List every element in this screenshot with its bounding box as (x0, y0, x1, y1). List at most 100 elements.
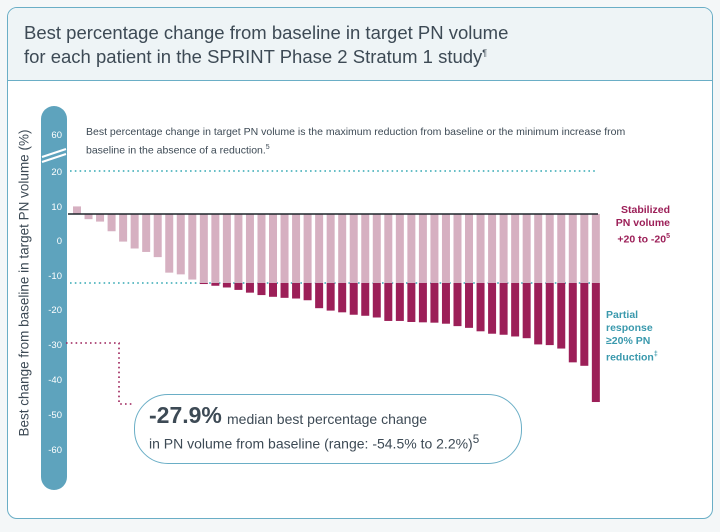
y-tick-label: -20 (48, 305, 62, 316)
bar (188, 214, 197, 280)
bar (245, 214, 254, 283)
bar (499, 214, 508, 283)
bar-partial-segment (292, 283, 301, 299)
bar (107, 214, 116, 232)
bar (234, 214, 243, 283)
bar-partial-segment (326, 283, 335, 311)
bar (384, 214, 393, 283)
bar-partial-segment (199, 283, 208, 285)
chart-title-line2: for each patient in the SPRINT Phase 2 S… (24, 46, 487, 68)
bar (165, 214, 174, 273)
bar (361, 214, 370, 283)
y-tick-label: 0 (57, 236, 62, 247)
bar (257, 214, 266, 283)
stabilized-label: Stabilized PN volume +20 to -205 (600, 204, 670, 247)
title-header: Best percentage change from baseline in … (8, 8, 712, 81)
y-axis-label-wrap: Best change from baseline in target PN v… (8, 108, 40, 458)
median-description-line2-wrap: in PN volume from baseline (range: -54.5… (149, 433, 479, 452)
bar (84, 214, 93, 220)
bar-partial-segment (453, 283, 462, 327)
bar (441, 214, 450, 283)
definition-note: Best percentage change in target PN volu… (86, 124, 646, 159)
bar (280, 214, 289, 283)
bar (130, 214, 139, 249)
y-tick-label: -10 (48, 271, 62, 282)
stabilized-label-sup: 5 (666, 233, 670, 240)
y-tick-label: -30 (48, 340, 62, 351)
bar-partial-segment (418, 283, 427, 323)
axis-break-mark (41, 153, 67, 163)
bar-partial-segment (580, 283, 589, 366)
bar-partial-segment (349, 283, 358, 315)
bar (96, 214, 105, 222)
bar-partial-segment (395, 283, 404, 321)
bar (199, 214, 208, 283)
bar-partial-segment (465, 283, 474, 328)
partial-response-label: Partial response ≥20% PN reduction‡ (606, 309, 658, 365)
bar-partial-segment (522, 283, 531, 339)
bar (269, 214, 278, 283)
bar-partial-segment (211, 283, 220, 286)
bar-partial-segment (280, 283, 289, 298)
bar-partial-segment (269, 283, 278, 297)
bar (430, 214, 439, 283)
bar (142, 214, 151, 252)
bar-partial-segment (384, 283, 393, 321)
y-axis-label: Best change from baseline in target PN v… (16, 129, 32, 437)
partial-label-line4-wrap: reduction‡ (606, 348, 658, 365)
bar-partial-segment (441, 283, 450, 324)
bar (580, 214, 589, 283)
bar-partial-segment (545, 283, 554, 346)
chart-title-line2-text: for each patient in the SPRINT Phase 2 S… (24, 46, 483, 67)
bar-partial-segment (511, 283, 520, 337)
chart-title-footnote: ¶ (482, 47, 488, 58)
bar (73, 206, 81, 214)
median-callout: -27.9% median best percentage change in … (134, 394, 522, 464)
bar-partial-segment (338, 283, 347, 313)
bar (418, 214, 427, 283)
bar (476, 214, 485, 283)
bar-partial-segment (557, 283, 566, 349)
bar-partial-segment (234, 283, 243, 290)
bar (545, 214, 554, 283)
bar (338, 214, 347, 283)
bar (465, 214, 474, 283)
bar (522, 214, 531, 283)
stabilized-label-line1: Stabilized (620, 204, 670, 216)
stabilized-label-line2: PN volume (615, 217, 670, 229)
y-tick-label: -50 (48, 410, 62, 421)
y-tick-label: -40 (48, 375, 62, 386)
bar (557, 214, 566, 283)
bar (591, 214, 600, 283)
definition-note-text: Best percentage change in target PN volu… (86, 126, 626, 157)
bar (534, 214, 543, 283)
bar (315, 214, 324, 283)
bar-partial-segment (303, 283, 312, 301)
bar (292, 214, 301, 283)
partial-label-line2: response (606, 322, 653, 334)
y-tick-label: -60 (48, 445, 62, 456)
bar (407, 214, 416, 283)
axis-break-mark (41, 148, 67, 158)
chart-title-line1: Best percentage change from baseline in … (24, 22, 509, 43)
stabilized-label-line3-wrap: +20 to -205 (600, 230, 670, 247)
bar (222, 214, 231, 283)
bar-partial-segment (257, 283, 266, 296)
bar-partial-segment (315, 283, 324, 309)
bar (176, 214, 185, 275)
y-tick-label: 20 (51, 167, 62, 178)
stabilized-label-line3: +20 to -20 (617, 233, 667, 246)
bar-partial-segment (591, 283, 600, 403)
bar-partial-segment (245, 283, 254, 293)
bar-partial-segment (222, 283, 231, 288)
bar-partial-segment (407, 283, 416, 322)
median-description-line1: median best percentage change (227, 411, 428, 427)
bar-partial-segment (534, 283, 543, 345)
y-tick-label: 10 (51, 202, 62, 213)
bar (488, 214, 497, 283)
y-axis-bar (41, 106, 67, 490)
bar-partial-segment (361, 283, 370, 316)
bar (349, 214, 358, 283)
bar-partial-segment (430, 283, 439, 323)
